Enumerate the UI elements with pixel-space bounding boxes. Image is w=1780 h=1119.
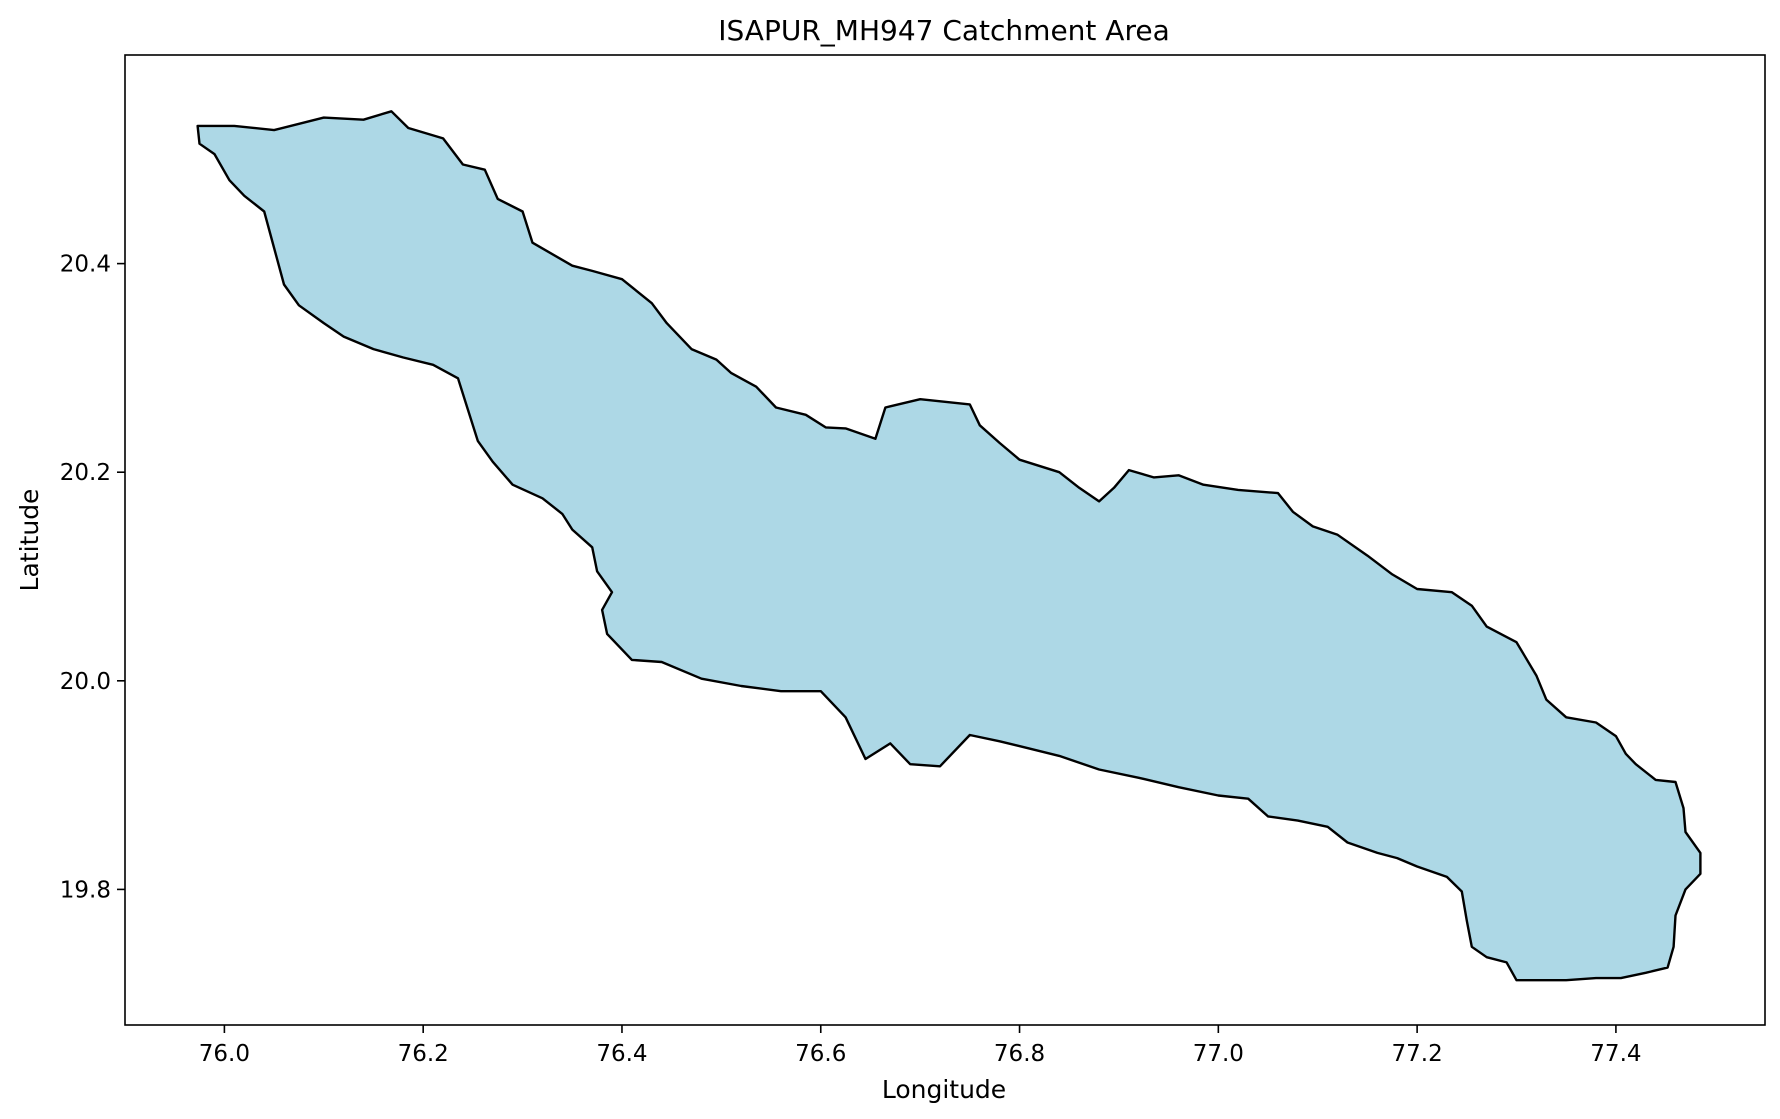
y-tick-label: 20.2: [60, 460, 111, 486]
plot-area: [124, 54, 1766, 1026]
plot-border: [124, 54, 1766, 1026]
x-axis-label: Longitude: [882, 1075, 1006, 1104]
x-tick-label: 76.2: [398, 1041, 449, 1067]
y-tick-label: 19.8: [60, 877, 111, 903]
y-tick-label: 20.0: [60, 669, 111, 695]
y-axis-ticks: 19.8 20.0 20.2 20.4: [60, 252, 125, 903]
x-tick-label: 76.0: [199, 1041, 250, 1067]
x-tick-label: 76.4: [596, 1041, 647, 1067]
x-tick-label: 76.8: [994, 1041, 1045, 1067]
x-axis-ticks: 76.0 76.2 76.4 76.6 76.8 77.0 77.2 77.4: [199, 1025, 1642, 1067]
map-title: ISAPUR_MH947 Catchment Area: [718, 14, 1170, 47]
x-tick-label: 77.2: [1392, 1041, 1443, 1067]
y-tick-label: 20.4: [60, 252, 111, 278]
x-tick-label: 77.4: [1590, 1041, 1641, 1067]
x-tick-label: 76.6: [795, 1041, 846, 1067]
x-tick-label: 77.0: [1193, 1041, 1244, 1067]
catchment-polygon: [196, 110, 1702, 982]
y-axis-label: Latitude: [15, 489, 44, 592]
